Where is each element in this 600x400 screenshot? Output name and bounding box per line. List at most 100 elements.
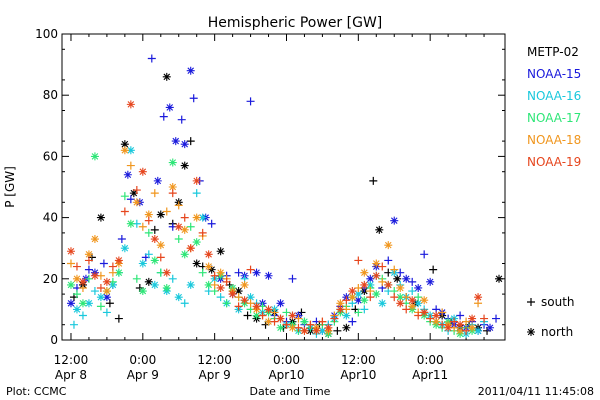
data-point-north xyxy=(384,280,393,289)
data-point-south xyxy=(414,293,423,302)
data-point-north xyxy=(162,72,171,81)
data-point-north xyxy=(252,268,261,277)
data-points xyxy=(66,54,504,338)
data-point-north xyxy=(216,283,225,292)
x-tick-label-date: Apr10 xyxy=(340,368,376,382)
data-point-north xyxy=(120,244,129,253)
data-point-south xyxy=(180,299,189,308)
marker-legend: south north xyxy=(527,295,575,339)
data-point-south xyxy=(186,137,195,146)
data-point-south xyxy=(222,277,231,286)
data-point-south xyxy=(243,311,252,320)
data-point-north xyxy=(168,183,177,191)
data-point-north xyxy=(66,280,75,289)
data-point-south xyxy=(132,274,141,283)
data-point-north xyxy=(120,146,129,155)
data-point-north xyxy=(408,302,417,311)
data-point-north xyxy=(153,176,162,185)
data-point-north xyxy=(192,213,201,222)
data-point-south xyxy=(234,293,243,302)
y-tick-label: 20 xyxy=(43,272,58,286)
data-point-south xyxy=(246,97,255,106)
data-point-north xyxy=(354,290,363,299)
data-point-south xyxy=(480,314,489,323)
y-tick-label: 100 xyxy=(35,27,58,41)
data-point-south xyxy=(72,262,81,271)
data-point-south xyxy=(270,308,279,317)
x-tick-label-time: 12:00 xyxy=(54,353,89,367)
data-point-south xyxy=(420,250,429,259)
data-point-north xyxy=(162,283,171,292)
data-point-south xyxy=(84,256,93,265)
data-point-south xyxy=(108,262,117,271)
data-point-north xyxy=(288,323,297,332)
x-tick-label-time: 12:00 xyxy=(197,353,232,367)
data-point-north xyxy=(456,326,465,335)
data-point-south xyxy=(294,314,303,323)
data-point-north xyxy=(276,314,285,323)
data-point-south xyxy=(207,219,216,228)
data-point-north xyxy=(336,305,345,314)
data-point-north xyxy=(102,293,111,302)
data-point-south xyxy=(210,271,219,280)
data-point-north xyxy=(402,274,411,283)
data-point-south xyxy=(105,299,114,308)
data-point-south xyxy=(342,296,351,305)
data-point-north xyxy=(192,238,201,247)
data-point-south xyxy=(438,320,447,329)
data-point-south xyxy=(402,305,411,314)
data-point-north xyxy=(312,326,321,335)
data-point-north xyxy=(96,293,105,302)
data-point-north xyxy=(456,320,465,329)
data-point-south xyxy=(354,308,363,317)
data-point-north xyxy=(264,317,273,326)
data-point-north xyxy=(72,305,81,314)
data-point-south xyxy=(114,314,123,323)
data-point-south xyxy=(492,314,501,323)
data-point-south xyxy=(117,235,126,244)
data-point-north xyxy=(348,287,357,296)
data-point-south xyxy=(369,176,378,185)
data-point-north xyxy=(186,66,195,75)
data-point-north xyxy=(144,277,153,286)
data-point-south xyxy=(144,228,153,237)
data-point-north xyxy=(495,274,504,283)
data-point-south xyxy=(234,302,243,311)
data-point-north xyxy=(180,225,189,234)
data-point-south xyxy=(354,256,363,265)
data-point-north xyxy=(150,256,159,265)
data-point-south xyxy=(189,94,198,103)
data-point-north xyxy=(72,274,81,283)
data-point-north xyxy=(138,287,147,296)
data-point-south xyxy=(102,308,111,317)
y-tick-label: 60 xyxy=(43,149,58,163)
chart-title: Hemispheric Power [GW] xyxy=(208,15,383,31)
data-point-south xyxy=(177,115,186,124)
data-point-south xyxy=(354,283,363,292)
data-point-south xyxy=(360,305,369,314)
data-point-north xyxy=(432,317,441,326)
data-point-north xyxy=(90,235,99,244)
data-point-north xyxy=(420,308,429,317)
data-point-south xyxy=(144,250,153,259)
data-point-north xyxy=(90,271,99,280)
data-point-south xyxy=(438,308,447,317)
data-point-north xyxy=(432,311,441,320)
data-point-north xyxy=(180,140,189,149)
data-point-north xyxy=(138,167,147,176)
data-point-south xyxy=(66,259,75,268)
data-point-south xyxy=(527,298,535,306)
data-point-north xyxy=(102,277,111,286)
legend: METP-02 NOAA-15 NOAA-16 NOAA-17 NOAA-18 NOAA-… xyxy=(527,45,581,169)
data-point-north xyxy=(168,158,177,167)
data-point-north xyxy=(150,280,159,289)
data-point-north xyxy=(216,247,225,256)
x-tick-label-time: 12:00 xyxy=(341,353,376,367)
data-point-north xyxy=(396,283,405,292)
data-point-north xyxy=(180,161,189,170)
plot-timestamp: 2011/04/11 11:45:08 xyxy=(478,385,594,398)
data-point-north xyxy=(198,213,207,222)
data-point-north xyxy=(468,314,477,323)
data-point-south xyxy=(222,299,231,308)
